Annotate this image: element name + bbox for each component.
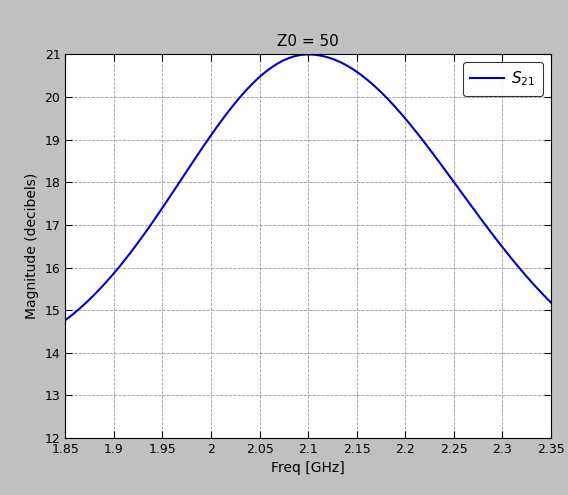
Title: Z0 = 50: Z0 = 50 <box>277 34 339 49</box>
Legend: $\mathit{S}_{21}$: $\mathit{S}_{21}$ <box>462 62 544 96</box>
Y-axis label: Magnitude (decibels): Magnitude (decibels) <box>25 173 39 319</box>
X-axis label: Freq [GHz]: Freq [GHz] <box>272 461 345 476</box>
